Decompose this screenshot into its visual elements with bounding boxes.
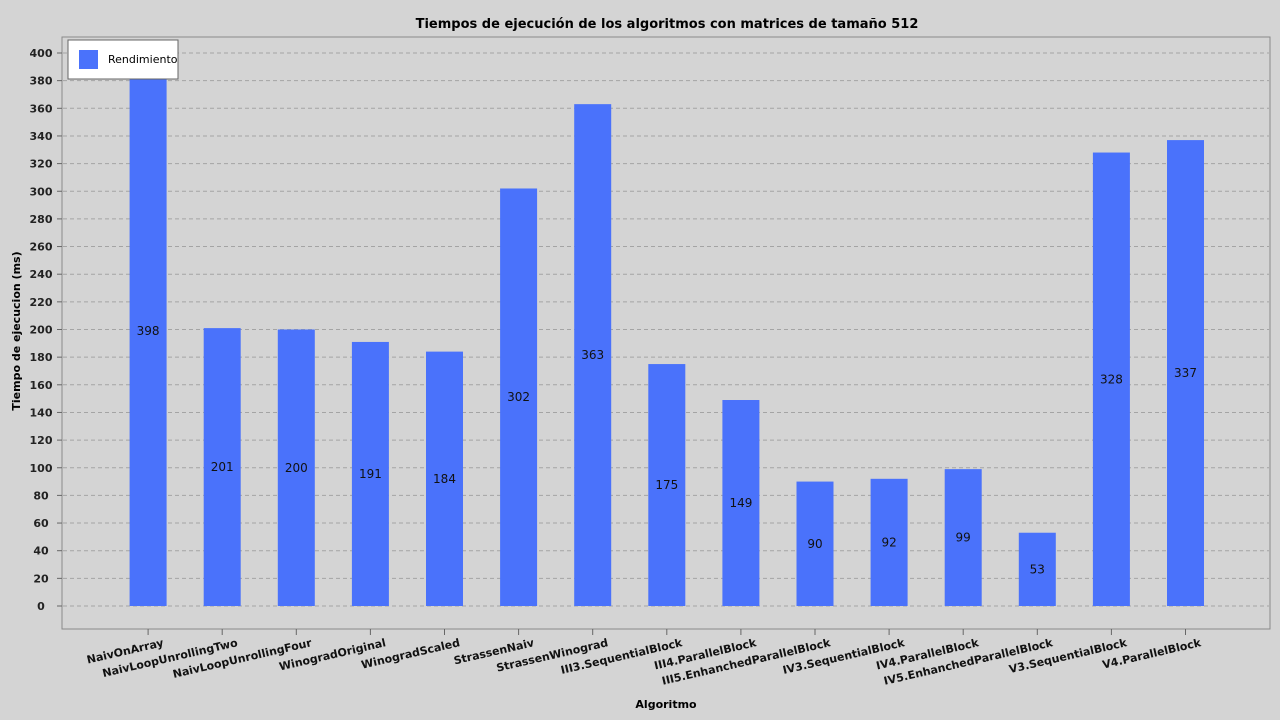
bar	[796, 481, 834, 606]
bar	[944, 469, 982, 606]
bar	[870, 478, 908, 606]
bar-value-label: 328	[1100, 372, 1123, 386]
y-tick-label: 300	[30, 185, 53, 198]
bar-value-label: 363	[581, 348, 604, 362]
bar	[1092, 152, 1130, 607]
bar	[129, 55, 167, 606]
bar-value-label: 99	[956, 531, 971, 545]
bar	[574, 104, 612, 606]
y-tick-label: 200	[30, 324, 53, 337]
bar-value-label: 200	[285, 461, 308, 475]
y-tick-label: 280	[30, 213, 53, 226]
y-tick-label: 320	[30, 158, 53, 171]
bar-value-label: 175	[655, 478, 678, 492]
bar-value-label: 184	[433, 472, 456, 486]
bars	[129, 55, 1204, 607]
bar-value-label: 191	[359, 467, 382, 481]
bar-value-label: 149	[729, 496, 752, 510]
y-tick-label: 380	[30, 75, 53, 88]
bar	[648, 364, 686, 606]
y-tick-label: 360	[30, 102, 53, 115]
y-tick-label: 260	[30, 241, 53, 254]
bar-value-label: 201	[211, 460, 234, 474]
y-tick-label: 120	[30, 434, 53, 447]
bar-value-label: 398	[137, 324, 160, 338]
legend-label: Rendimiento	[108, 53, 178, 66]
bar-value-label: 337	[1174, 366, 1197, 380]
y-axis-ticks: 0 20 40 60 80 100 120 140 160 180 200 220 240 260 280 3…	[30, 47, 62, 613]
y-tick-label: 60	[33, 517, 49, 530]
y-tick-label: 340	[30, 130, 53, 143]
y-tick-label: 220	[30, 296, 53, 309]
bar-value-label: 53	[1030, 562, 1045, 576]
bar	[351, 341, 389, 606]
bar-value-label: 90	[807, 537, 822, 551]
y-tick-label: 20	[33, 572, 49, 585]
y-axis-title: Tiempo de ejecucion (ms)	[10, 251, 23, 410]
y-tick-label: 160	[30, 379, 53, 392]
x-axis-title: Algoritmo	[635, 698, 697, 711]
value-labels: 398 201 200 191 184 302 363 175 149 90 92 99 53 328 33…	[137, 324, 1197, 576]
y-tick-label: 100	[30, 462, 53, 475]
y-tick-label: 0	[37, 600, 45, 613]
y-tick-label: 240	[30, 268, 53, 281]
bar	[1018, 532, 1056, 606]
y-tick-label: 80	[33, 489, 49, 502]
y-tick-label: 180	[30, 351, 53, 364]
bar	[1167, 140, 1204, 606]
y-tick-label: 400	[30, 47, 53, 60]
y-tick-label: 40	[33, 545, 49, 558]
bar-value-label: 302	[507, 390, 530, 404]
bar	[426, 351, 463, 606]
bar	[722, 400, 760, 606]
bar	[500, 188, 538, 607]
y-tick-label: 140	[30, 406, 53, 419]
bar	[203, 328, 241, 606]
bar-value-label: 92	[881, 535, 896, 549]
chart-title: Tiempos de ejecución de los algoritmos c…	[416, 17, 919, 32]
bar	[277, 329, 315, 606]
legend-swatch	[79, 50, 98, 69]
legend: Rendimiento	[67, 39, 179, 80]
